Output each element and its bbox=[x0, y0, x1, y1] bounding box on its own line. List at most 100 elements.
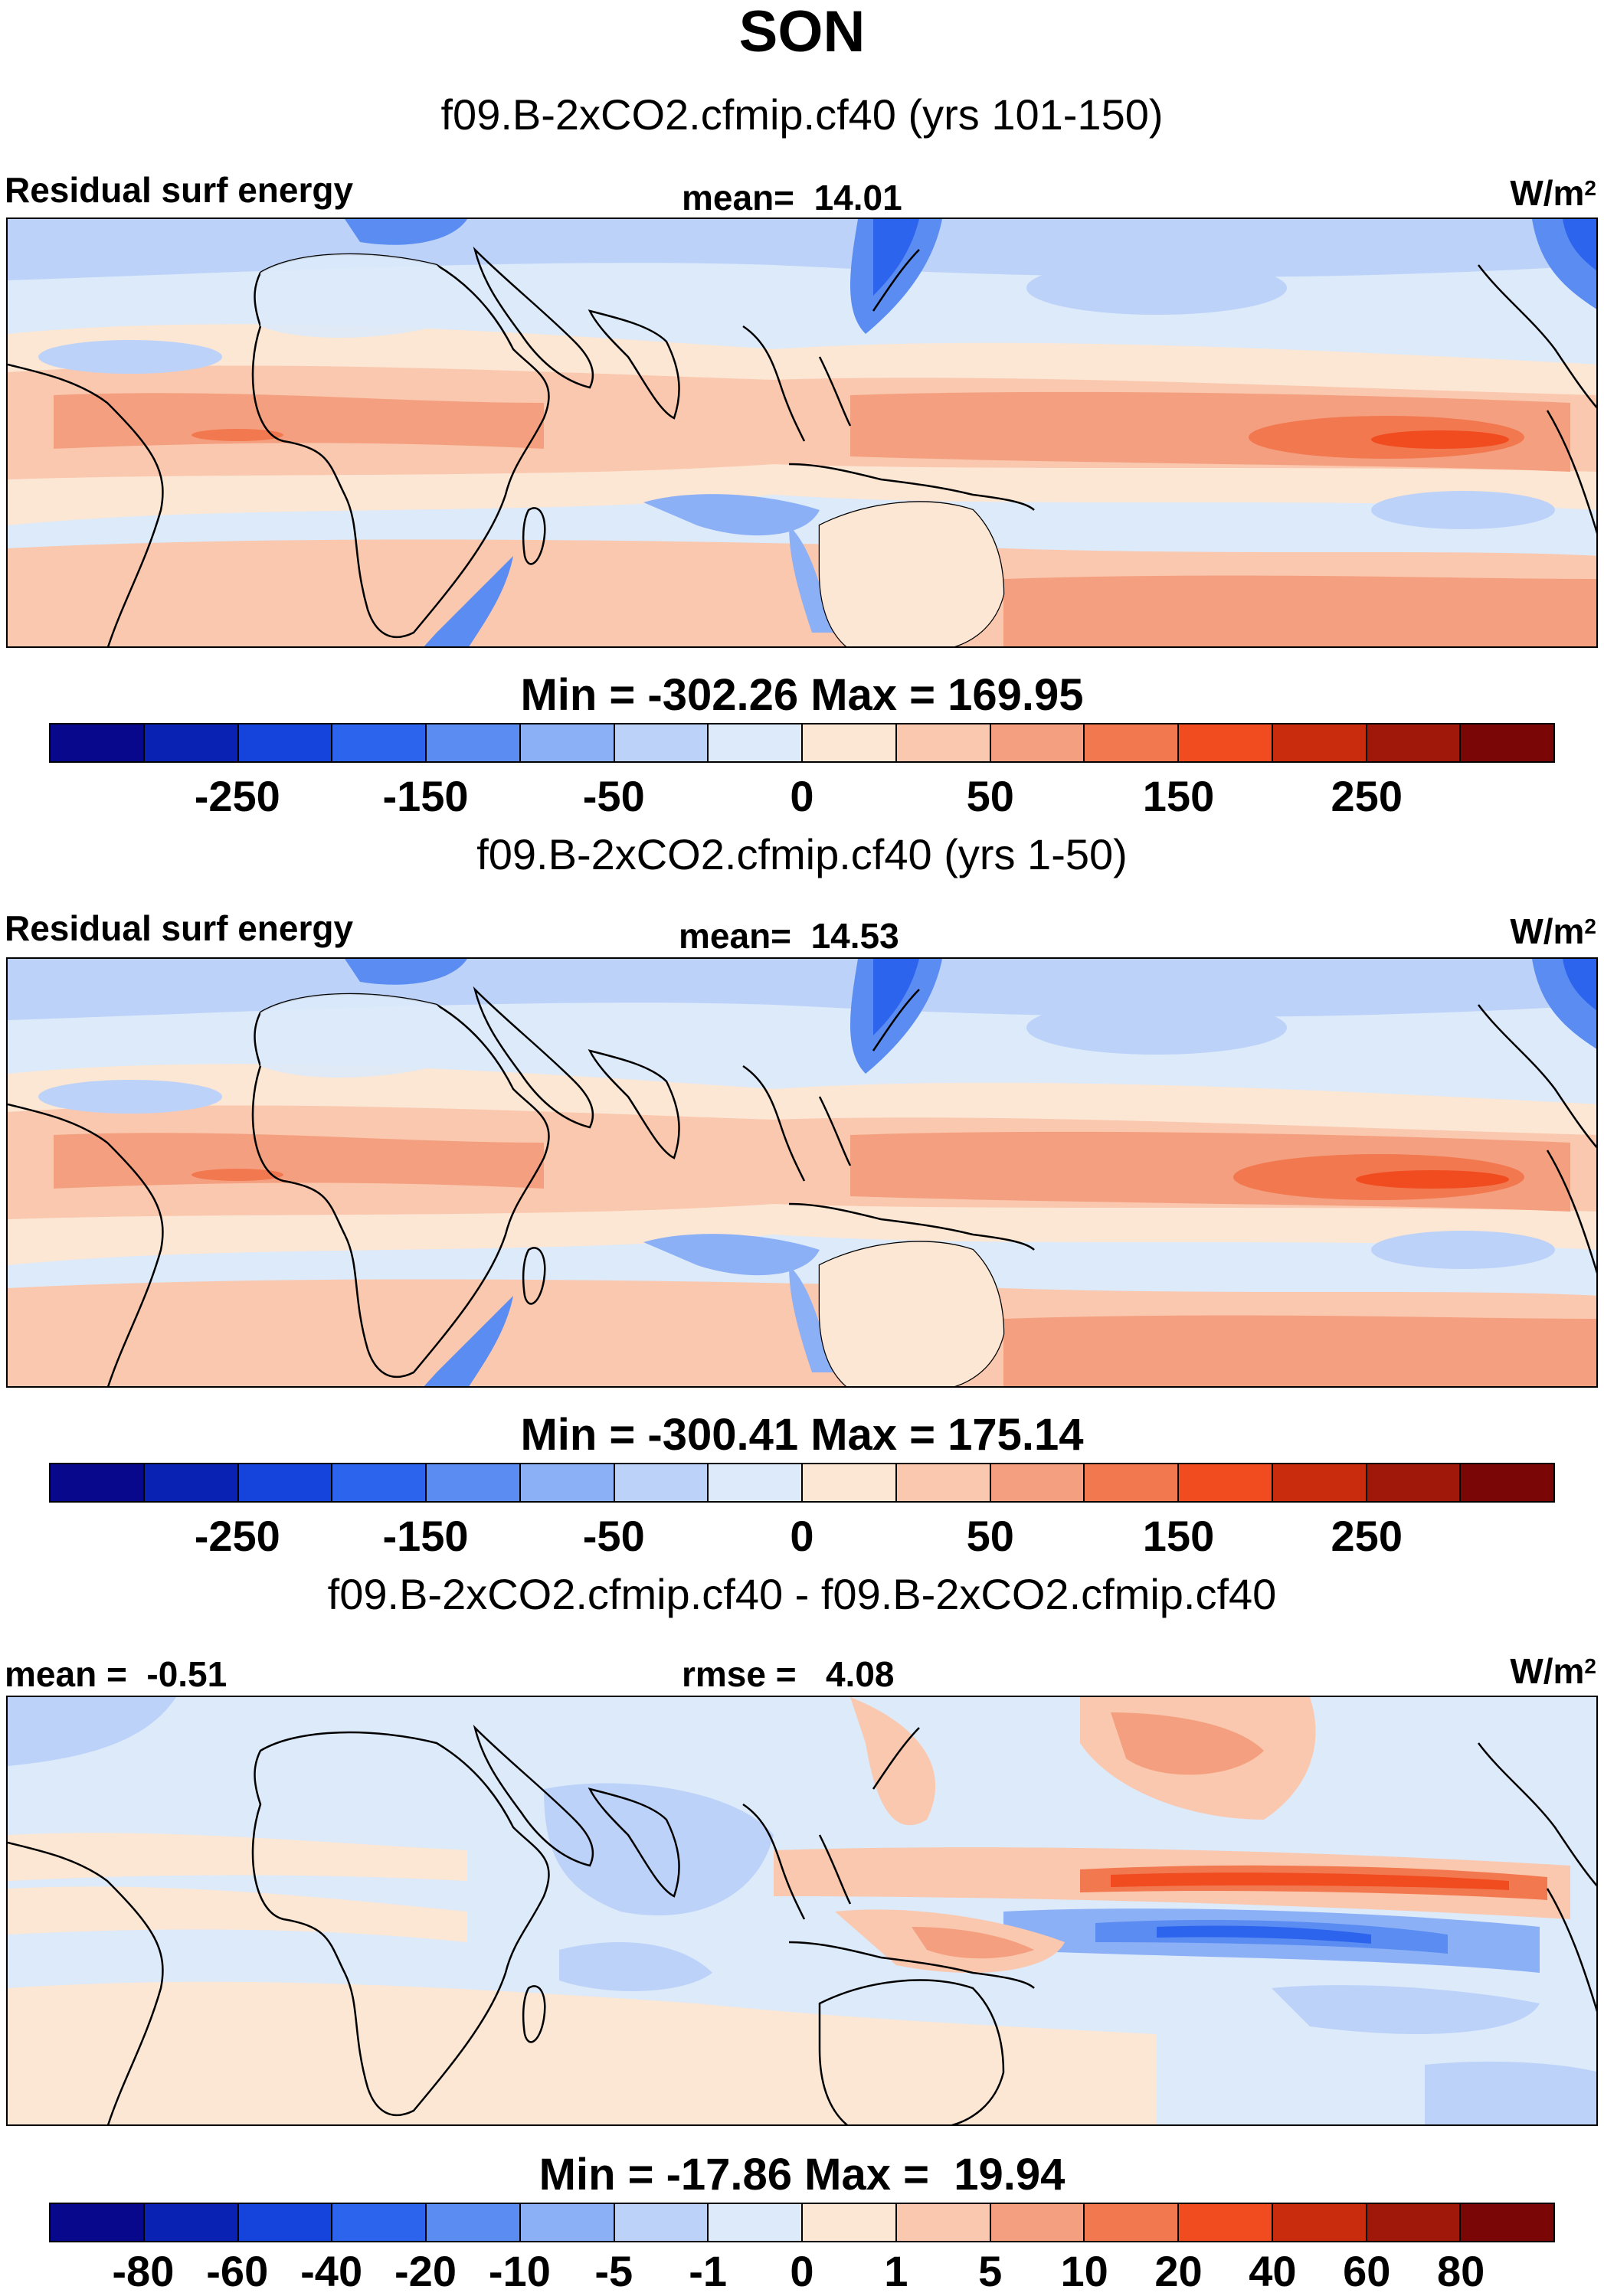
colorbar-box bbox=[614, 724, 709, 761]
colorbar-box bbox=[803, 724, 897, 761]
colorbar-box bbox=[51, 1464, 145, 1501]
colorbar-box bbox=[709, 2204, 803, 2241]
colorbar-box bbox=[238, 724, 333, 761]
colorbar-box bbox=[1085, 1464, 1179, 1501]
colorbar-box bbox=[1272, 1464, 1367, 1501]
panel-3-rmse-label: rmse = 4.08 bbox=[682, 1654, 895, 1694]
colorbar-box bbox=[990, 724, 1085, 761]
panel-3-subtitle: f09.B-2xCO2.cfmip.cf40 - f09.B-2xCO2.cfm… bbox=[327, 1570, 1277, 1618]
colorbar-box bbox=[144, 724, 239, 761]
colorbar-tick-label: -20 bbox=[394, 2247, 457, 2295]
colorbar-box bbox=[520, 2204, 615, 2241]
colorbar-box bbox=[51, 724, 145, 761]
panel-3-colorbar-ticks: -80 -60 -40 -20 -10 -5 -1 0 1 5 10 20 40 60 80 bbox=[0, 2247, 1604, 2296]
colorbar-box bbox=[332, 2204, 427, 2241]
colorbar-tick-label: 20 bbox=[1154, 2247, 1203, 2295]
colorbar-tick-label: -50 bbox=[582, 1512, 645, 1560]
colorbar-tick-label: 80 bbox=[1436, 2247, 1485, 2295]
colorbar-tick-label: 50 bbox=[966, 1512, 1014, 1560]
colorbar-box bbox=[1367, 724, 1462, 761]
colorbar-box bbox=[896, 1464, 991, 1501]
colorbar-box bbox=[520, 724, 615, 761]
colorbar-box bbox=[144, 2204, 239, 2241]
colorbar-tick-label: 150 bbox=[1142, 1512, 1215, 1560]
colorbar-box bbox=[1272, 2204, 1367, 2241]
colorbar-tick-label: 10 bbox=[1060, 2247, 1108, 2295]
panel-2-map bbox=[6, 957, 1598, 1388]
panel-3-mean-label: mean = -0.51 bbox=[5, 1654, 228, 1694]
colorbar-box bbox=[803, 1464, 897, 1501]
panel-1-min-max: Min = -302.26 Max = 169.95 bbox=[520, 670, 1084, 720]
panel-1-colorbar-ticks: -250 -150 -50 0 50 150 250 bbox=[0, 772, 1604, 821]
colorbar-box bbox=[1461, 724, 1553, 761]
panel-2-min-max: Min = -300.41 Max = 175.14 bbox=[520, 1410, 1084, 1460]
colorbar-box bbox=[427, 724, 521, 761]
colorbar-box bbox=[614, 2204, 709, 2241]
colorbar-tick-label: 1 bbox=[884, 2247, 908, 2295]
colorbar-tick-label: -250 bbox=[194, 1512, 280, 1560]
colorbar-box bbox=[1272, 724, 1367, 761]
panel-2-variable-label: Residual surf energy bbox=[5, 908, 354, 948]
colorbar-box bbox=[1179, 1464, 1273, 1501]
panel-3-map bbox=[6, 1696, 1598, 2126]
colorbar-box bbox=[332, 724, 427, 761]
colorbar-box bbox=[990, 1464, 1085, 1501]
colorbar-tick-label: 50 bbox=[966, 772, 1014, 820]
colorbar-box bbox=[427, 1464, 521, 1501]
colorbar-box bbox=[238, 1464, 333, 1501]
colorbar-tick-label: -80 bbox=[112, 2247, 175, 2295]
panel-1-subtitle: f09.B-2xCO2.cfmip.cf40 (yrs 101-150) bbox=[440, 90, 1164, 139]
colorbar-tick-label: 250 bbox=[1331, 1512, 1403, 1560]
colorbar-box bbox=[803, 2204, 897, 2241]
colorbar-box bbox=[990, 2204, 1085, 2241]
panel-2-colorbar bbox=[49, 1463, 1555, 1503]
colorbar-box bbox=[427, 2204, 521, 2241]
colorbar-tick-label: -150 bbox=[382, 1512, 469, 1560]
panel-1-variable-label: Residual surf energy bbox=[5, 170, 354, 210]
colorbar-box bbox=[1367, 1464, 1462, 1501]
colorbar-tick-label: 150 bbox=[1142, 772, 1215, 820]
colorbar-tick-label: 0 bbox=[790, 2247, 814, 2295]
colorbar-box bbox=[896, 2204, 991, 2241]
colorbar-box bbox=[1179, 724, 1273, 761]
figure-title: SON bbox=[738, 0, 866, 64]
colorbar-tick-label: -5 bbox=[594, 2247, 633, 2295]
panel-2-colorbar-ticks: -250 -150 -50 0 50 150 250 bbox=[0, 1512, 1604, 1561]
panel-1-contour-field bbox=[8, 219, 1596, 646]
colorbar-tick-label: 0 bbox=[790, 772, 814, 820]
colorbar-box bbox=[520, 1464, 615, 1501]
panel-1-colorbar bbox=[49, 723, 1555, 763]
panel-3-contour-field bbox=[8, 1697, 1596, 2124]
panel-3-colorbar bbox=[49, 2203, 1555, 2242]
colorbar-tick-label: 5 bbox=[978, 2247, 1003, 2295]
colorbar-box bbox=[332, 1464, 427, 1501]
colorbar-box bbox=[1461, 1464, 1553, 1501]
panel-2-units: W/m2 bbox=[1510, 911, 1596, 951]
panel-1-mean-label: mean= 14.01 bbox=[682, 178, 902, 217]
panel-3-min-max: Min = -17.86 Max = 19.94 bbox=[538, 2150, 1066, 2200]
colorbar-box bbox=[1367, 2204, 1462, 2241]
panel-2-subtitle: f09.B-2xCO2.cfmip.cf40 (yrs 1-50) bbox=[476, 830, 1128, 878]
colorbar-tick-label: 250 bbox=[1331, 772, 1403, 820]
colorbar-box bbox=[144, 1464, 239, 1501]
colorbar-box bbox=[1085, 724, 1179, 761]
panel-1-map bbox=[6, 217, 1598, 648]
panel-2-contour-field bbox=[8, 959, 1596, 1386]
colorbar-box bbox=[1179, 2204, 1273, 2241]
panel-2-mean-label: mean= 14.53 bbox=[679, 916, 899, 956]
colorbar-box bbox=[614, 1464, 709, 1501]
colorbar-tick-label: -50 bbox=[582, 772, 645, 820]
colorbar-tick-label: -1 bbox=[689, 2247, 728, 2295]
colorbar-tick-label: -60 bbox=[206, 2247, 269, 2295]
colorbar-tick-label: -150 bbox=[382, 772, 469, 820]
colorbar-tick-label: -250 bbox=[194, 772, 280, 820]
colorbar-tick-label: 60 bbox=[1343, 2247, 1391, 2295]
colorbar-box bbox=[1461, 2204, 1553, 2241]
colorbar-box bbox=[709, 1464, 803, 1501]
colorbar-tick-label: 40 bbox=[1249, 2247, 1297, 2295]
colorbar-tick-label: 0 bbox=[790, 1512, 814, 1560]
colorbar-tick-label: -40 bbox=[300, 2247, 363, 2295]
panel-3-units: W/m2 bbox=[1510, 1651, 1596, 1691]
colorbar-box bbox=[896, 724, 991, 761]
panel-1-units: W/m2 bbox=[1510, 173, 1596, 213]
